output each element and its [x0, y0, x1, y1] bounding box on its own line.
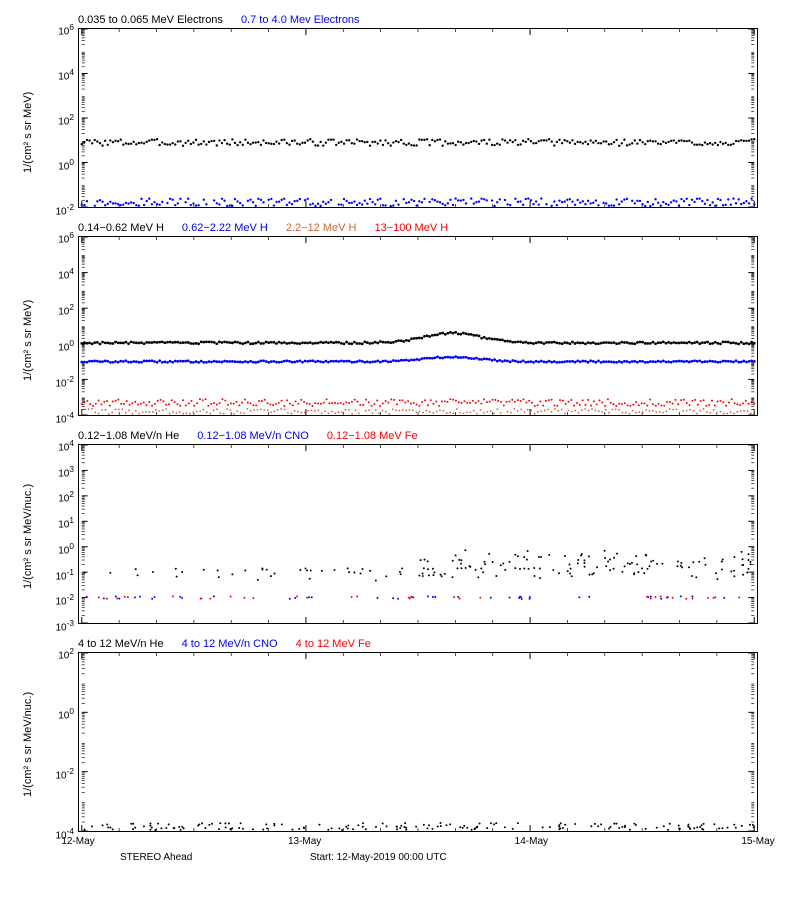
x-tick-label: 13-May — [280, 836, 330, 847]
legend-item: 0.62−2.22 MeV H — [182, 222, 268, 234]
y-tick-label: 100 — [40, 338, 74, 353]
chart-panel — [78, 28, 758, 208]
y-tick-label: 100 — [40, 157, 74, 172]
y-tick-label: 106 — [40, 230, 74, 245]
x-tick-label: 12-May — [53, 836, 103, 847]
x-tick-label: 15-May — [733, 836, 783, 847]
panel-legend: 0.035 to 0.065 MeV Electrons 0.7 to 4.0 M… — [78, 14, 378, 26]
y-tick-label: 104 — [40, 438, 74, 453]
panel-legend: 0.14−0.62 MeV H 0.62−2.22 MeV H 2.2−12 MeV… — [78, 222, 466, 234]
y-tick-label: 101 — [40, 515, 74, 530]
chart-panel — [78, 652, 758, 832]
y-tick-label: 10-1 — [40, 567, 74, 582]
y-tick-label: 106 — [40, 22, 74, 37]
y-tick-label: 102 — [40, 302, 74, 317]
y-tick-label: 102 — [40, 646, 74, 661]
legend-item: 0.14−0.62 MeV H — [78, 222, 164, 234]
y-tick-label: 102 — [40, 489, 74, 504]
footer-instrument-label: STEREO Ahead — [120, 852, 192, 863]
y-tick-label: 10-2 — [40, 202, 74, 217]
y-tick-label: 10-2 — [40, 766, 74, 781]
y-tick-label: 104 — [40, 266, 74, 281]
legend-item: 0.12−1.08 MeV/n CNO — [197, 430, 309, 442]
footer-start-time-label: Start: 12-May-2019 00:00 UTC — [310, 852, 447, 863]
y-axis-label: 1/(cm² s sr MeV) — [22, 92, 34, 173]
chart-panel — [78, 444, 758, 624]
legend-item: 4 to 12 MeV/n CNO — [182, 638, 278, 650]
panel-legend: 0.12−1.08 MeV/n He 0.12−1.08 MeV/n CNO 0.1… — [78, 430, 436, 442]
panel-legend: 4 to 12 MeV/n He 4 to 12 MeV/n CNO 4 to 12… — [78, 638, 389, 650]
y-tick-label: 104 — [40, 67, 74, 82]
y-axis-label: 1/(cm² s sr MeV/nuc.) — [22, 484, 34, 589]
legend-item: 13−100 MeV H — [374, 222, 448, 234]
chart-panel — [78, 236, 758, 416]
y-tick-label: 100 — [40, 706, 74, 721]
y-axis-label: 1/(cm² s sr MeV/nuc.) — [22, 692, 34, 797]
legend-item: 0.12−1.08 MeV Fe — [327, 430, 418, 442]
y-tick-label: 10-3 — [40, 618, 74, 633]
legend-item: 0.7 to 4.0 Mev Electrons — [241, 14, 360, 26]
x-tick-label: 14-May — [506, 836, 556, 847]
legend-item: 0.12−1.08 MeV/n He — [78, 430, 179, 442]
y-tick-label: 10-2 — [40, 592, 74, 607]
legend-item: 2.2−12 MeV H — [286, 222, 357, 234]
legend-item: 4 to 12 MeV Fe — [296, 638, 371, 650]
legend-item: 4 to 12 MeV/n He — [78, 638, 164, 650]
chart-container: 0.035 to 0.065 MeV Electrons 0.7 to 4.0 M… — [0, 0, 800, 900]
y-tick-label: 10-2 — [40, 374, 74, 389]
legend-item: 0.035 to 0.065 MeV Electrons — [78, 14, 223, 26]
y-tick-label: 100 — [40, 541, 74, 556]
y-axis-label: 1/(cm² s sr MeV) — [22, 300, 34, 381]
y-tick-label: 103 — [40, 464, 74, 479]
y-tick-label: 102 — [40, 112, 74, 127]
y-tick-label: 10-4 — [40, 410, 74, 425]
